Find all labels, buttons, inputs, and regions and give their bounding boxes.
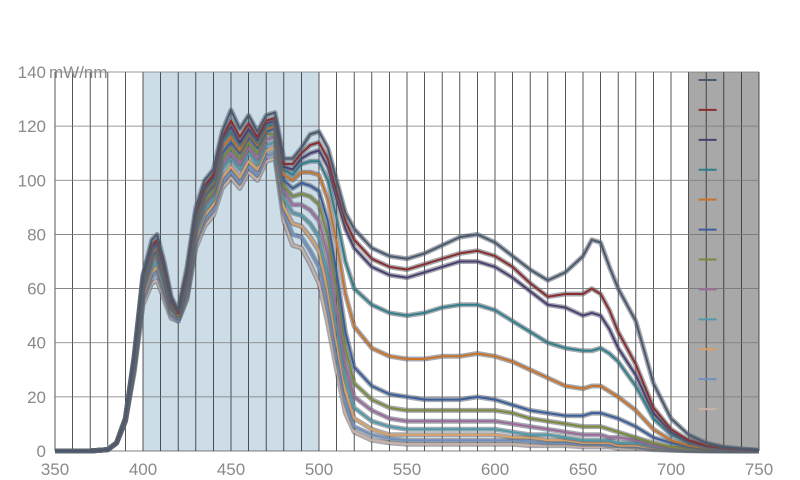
x-tick-label: 500 <box>305 460 333 479</box>
y-unit-label: mW/nm <box>49 63 108 82</box>
x-tick-label: 700 <box>657 460 685 479</box>
x-tick-labels: 350 400 450 500 550 600 650 700 750 <box>41 460 773 479</box>
x-tick-label: 650 <box>569 460 597 479</box>
horizontal-gridlines <box>55 71 759 452</box>
x-tick-label: 550 <box>393 460 421 479</box>
y-tick-label: 120 <box>18 117 46 136</box>
y-tick-label: 60 <box>27 280 46 299</box>
series-lines <box>55 107 760 454</box>
x-tick-label: 350 <box>41 460 69 479</box>
x-tick-label: 750 <box>745 460 773 479</box>
legend <box>698 79 717 411</box>
y-tick-label: 140 <box>18 63 46 82</box>
series-line <box>55 108 760 452</box>
y-tick-label: 0 <box>37 442 46 461</box>
y-tick-label: 80 <box>27 225 46 244</box>
y-tick-labels: 0 20 40 60 80 100 120 140 <box>18 63 46 461</box>
x-tick-label: 450 <box>217 460 245 479</box>
x-tick-label: 400 <box>129 460 157 479</box>
y-tick-label: 100 <box>18 171 46 190</box>
y-tick-label: 20 <box>27 388 46 407</box>
x-tick-label: 600 <box>481 460 509 479</box>
y-tick-label: 40 <box>27 334 46 353</box>
